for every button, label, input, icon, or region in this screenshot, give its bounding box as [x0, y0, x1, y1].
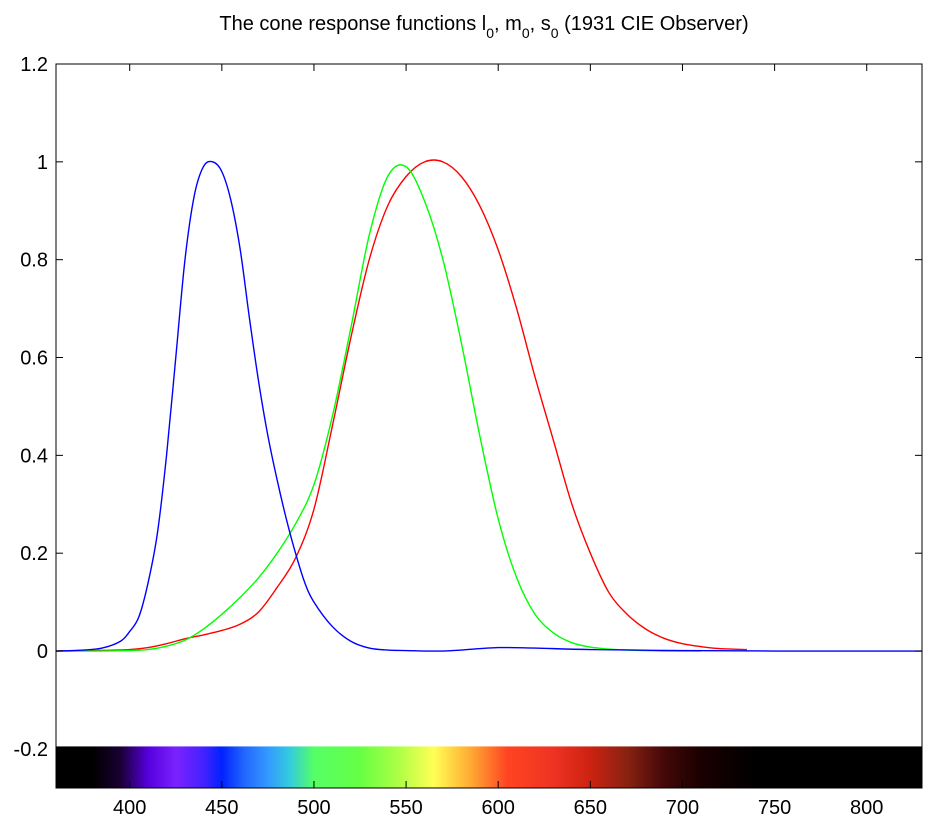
x-tick-label: 700: [666, 797, 699, 819]
m0-cone-curve: [56, 164, 701, 652]
title-subscript: 0: [486, 25, 494, 41]
y-tick-label: 0.8: [20, 250, 48, 272]
x-tick-label: 600: [482, 797, 515, 819]
x-tick-label: 800: [850, 797, 883, 819]
y-tick-label: 0.2: [20, 543, 48, 565]
s0-cone-curve: [56, 160, 922, 652]
x-tick-label: 550: [389, 797, 422, 819]
y-tick-label: 0.4: [20, 445, 48, 467]
x-tick-label: 750: [758, 797, 791, 819]
x-tick-label: 650: [574, 797, 607, 819]
x-tick-label: 450: [205, 797, 238, 819]
x-tick-label: 400: [113, 797, 146, 819]
y-tick-label: -0.2: [14, 739, 48, 761]
chart-title: The cone response functions l0, m0, s0 (…: [219, 13, 748, 41]
y-tick-label: 0.6: [20, 348, 48, 370]
x-tick-label: 500: [297, 797, 330, 819]
title-subscript: 0: [551, 25, 559, 41]
y-tick-label: 0: [37, 641, 48, 663]
title-subscript: 0: [522, 25, 530, 41]
series-layer: [56, 159, 922, 652]
plot-frame: [55, 63, 923, 789]
axis-layer: 400 450 500 550 600 650 700 750 800 -0.2 0 0.2 0.4 0.…: [14, 54, 922, 819]
title-symbol-s: s: [541, 13, 551, 35]
title-symbol-m: m: [505, 13, 522, 35]
title-symbol-l: l: [482, 13, 486, 35]
y-tick-label: 1: [37, 152, 48, 174]
l0-cone-curve: [56, 159, 747, 652]
y-tick-label: 1.2: [20, 54, 48, 76]
spectrum-color-bar: [56, 746, 922, 788]
